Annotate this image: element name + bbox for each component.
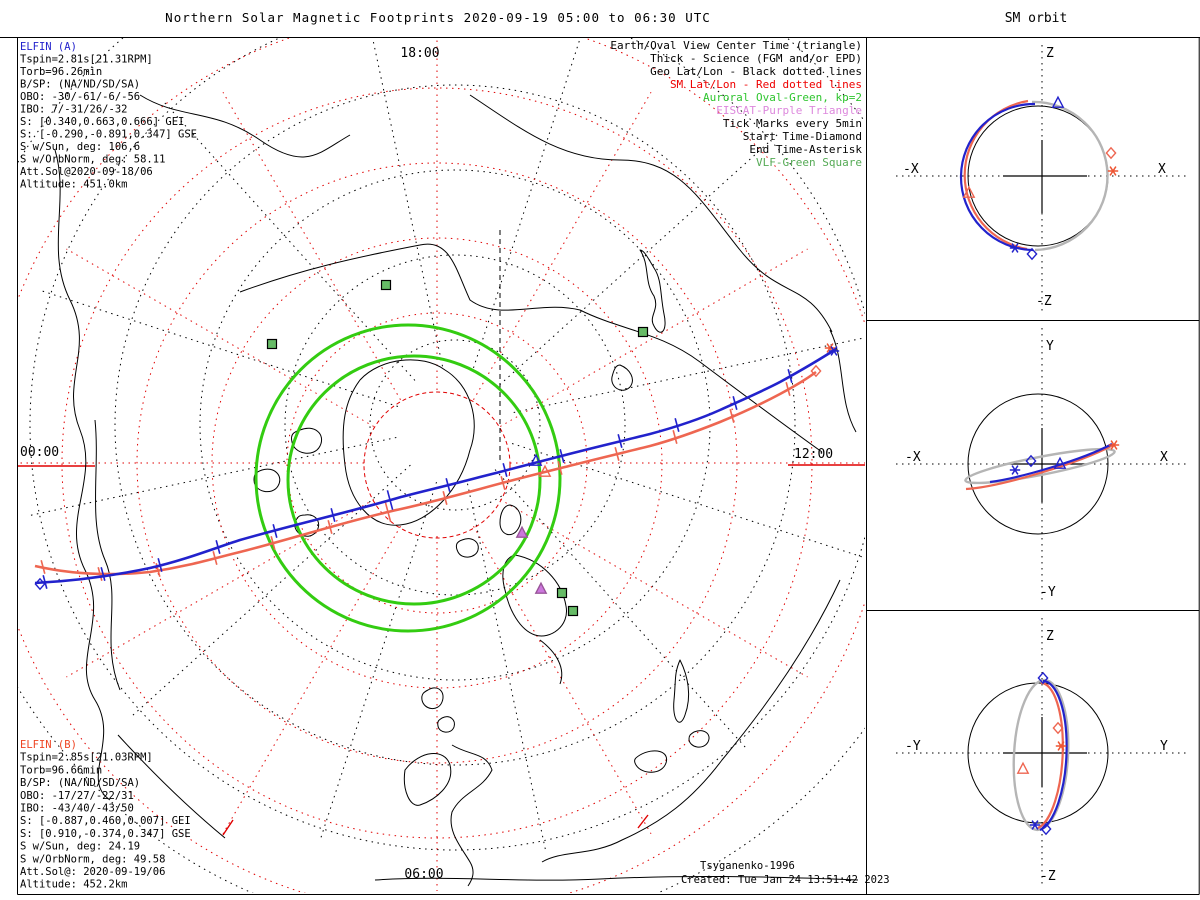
axis-label: Y [1160, 739, 1168, 754]
model-label: Tsyganenko-1996 [700, 860, 795, 872]
axis-label: -Z [1036, 294, 1052, 309]
sm-axis-solid-segments [18, 464, 865, 836]
orbit-arc-elfin-b [963, 99, 1029, 251]
frame-lines [0, 37, 1200, 895]
polar-map: 18:00 00:00 12:00 06:00 [18, 38, 865, 893]
earth-circle [967, 393, 1109, 535]
vlf-square-icon [556, 587, 568, 599]
mlt-label-06: 06:00 [404, 867, 443, 882]
elfin-b-line: Altitude: 452.2km [20, 879, 127, 891]
axis-label: -X [905, 450, 921, 465]
axis-label: -Z [1040, 869, 1056, 884]
elfin-a-footprint [34, 345, 840, 590]
elfin-b-line: Torb=96.66min [20, 764, 102, 776]
elfin-b-line: OBO: -17/27/-22/31 [20, 790, 134, 802]
legend-line: VLF-Green Square [756, 156, 862, 169]
elfin-a-line: Tspin=2.81s[21.31RPM] [20, 54, 153, 66]
elfin-a-line: B/SP: (NA/ND/SD/SA) [20, 79, 140, 91]
legend-line: Start Time-Diamond [743, 130, 862, 143]
sm-grid-dotted [18, 38, 865, 893]
legend: Earth/Oval View Center Time (triangle) T… [610, 39, 862, 169]
axis-label: Y [1046, 339, 1054, 354]
end-asterisk-a [1009, 464, 1021, 476]
sm-orbit-panel-xy: Y -Y -X X [896, 328, 1190, 602]
elfin-a-line: S w/OrbNorm, deg: 58.11 [20, 154, 165, 166]
legend-line: Auroral Oval-Green, kp=2 [703, 91, 862, 104]
elfin-a-name: ELFIN (A) [20, 41, 77, 53]
legend-line: End Time-Asterisk [749, 143, 862, 156]
auroral-oval [254, 323, 562, 633]
elfin-a-ticks [42, 369, 793, 589]
orbit-arc-gray [1031, 100, 1109, 252]
elfin-b-line: IBO: -43/40/-43/50 [20, 803, 134, 815]
end-asterisk-b [1107, 165, 1119, 177]
start-diamond-b [1105, 147, 1117, 159]
elfin-b-line: S w/OrbNorm, deg: 49.58 [20, 853, 165, 865]
elfin-a-line: Att.Sol@2020-09-18/06 [20, 166, 153, 178]
legend-line: Earth/Oval View Center Time (triangle) [610, 39, 862, 52]
created-label: Created: Tue Jan 24 13:51:42 2023 [681, 874, 890, 886]
vlf-square-icon [266, 338, 278, 350]
legend-line: Thick - Science (FGM and/or EPD) [650, 52, 862, 65]
orbit-arc-elfin-a [959, 102, 1036, 252]
axis-label: X [1160, 450, 1168, 465]
elfin-b-line: S w/Sun, deg: 24.19 [20, 841, 140, 853]
orbit-ellipse-gray [964, 447, 1116, 485]
vlf-square-icon [380, 279, 392, 291]
mlt-labels: 18:00 00:00 12:00 06:00 [20, 46, 833, 882]
center-time-triangle-b [1017, 762, 1029, 774]
elfin-b-info: ELFIN (B) Tspin=2.85s[21.03RPM] Torb=96.… [20, 739, 191, 891]
legend-line: Geo Lat/Lon - Black dotted lines [650, 65, 862, 78]
elfin-b-name: ELFIN (B) [20, 739, 77, 751]
orbit-arc-elfin-a [989, 443, 1113, 484]
coastlines [54, 94, 859, 887]
elfin-b-line: S: [0.910,-0.374,0.347] GSE [20, 828, 191, 840]
legend-line: EISCAT-Purple Triangle [716, 104, 862, 117]
sm-orbit-title: SM orbit [1005, 11, 1068, 26]
mlt-label-00: 00:00 [20, 445, 59, 460]
orbit-arc-elfin-b [1037, 681, 1064, 830]
axis-label: X [1158, 162, 1166, 177]
mlt-label-12: 12:00 [794, 447, 833, 462]
elfin-b-line: S: [-0.887,0.460,0.007] GEI [20, 815, 191, 827]
elfin-b-line: Tspin=2.85s[21.03RPM] [20, 752, 153, 764]
elfin-a-line: S: [0.340,0.663,0.666] GEI [20, 116, 184, 128]
legend-line: SM Lat/Lon - Red dotted lines [670, 78, 862, 91]
elfin-a-line: S: [-0.290,-0.891,0.347] GSE [20, 129, 197, 141]
elfin-a-line: IBO: 7/-31/26/-32 [20, 104, 127, 116]
elfin-a-line: Altitude: 451.0km [20, 179, 127, 191]
elfin-b-footprint [34, 342, 836, 581]
legend-line: Tick Marks every 5min [723, 117, 862, 130]
mlt-label-18: 18:00 [400, 46, 439, 61]
geo-grid-dotted [18, 38, 865, 893]
sm-polar-cap-circle [363, 391, 511, 539]
axis-label: Z [1046, 629, 1054, 644]
sm-orbit-panel-yz: Z -Z -Y Y [896, 618, 1190, 888]
elfin-b-line: B/SP: (NA/ND/SD/SA) [20, 777, 140, 789]
axis-label: -X [903, 162, 919, 177]
elfin-a-line: S w/Sun, deg: 106.6 [20, 141, 140, 153]
elfin-b-ticks [40, 382, 791, 581]
end-asterisk-b [1108, 439, 1120, 451]
axis-label: -Y [905, 739, 921, 754]
credits: Tsyganenko-1996 Created: Tue Jan 24 13:5… [681, 860, 890, 886]
vlf-square-icon [567, 605, 579, 617]
vlf-square-icon [637, 326, 649, 338]
sm-orbit-panel-xz: Z -Z -X X [896, 45, 1190, 312]
axis-label: Z [1046, 46, 1054, 61]
eiscat-triangle-icon [535, 582, 547, 594]
elfin-a-info: ELFIN (A) Tspin=2.81s[21.31RPM] Torb=96.… [20, 41, 197, 191]
elfin-a-line: OBO: -30/-61/-6/-56 [20, 91, 140, 103]
elfin-b-line: Att.Sol@: 2020-09-19/06 [20, 866, 165, 878]
end-asterisk-b [1055, 740, 1067, 752]
axis-label: -Y [1040, 585, 1056, 600]
page-title: Northern Solar Magnetic Footprints 2020-… [165, 10, 711, 25]
orbit-arc-elfin-a [1039, 679, 1068, 832]
orbit-arc-elfin-b [965, 444, 1114, 491]
elfin-a-line: Torb=96.26min [20, 66, 102, 78]
